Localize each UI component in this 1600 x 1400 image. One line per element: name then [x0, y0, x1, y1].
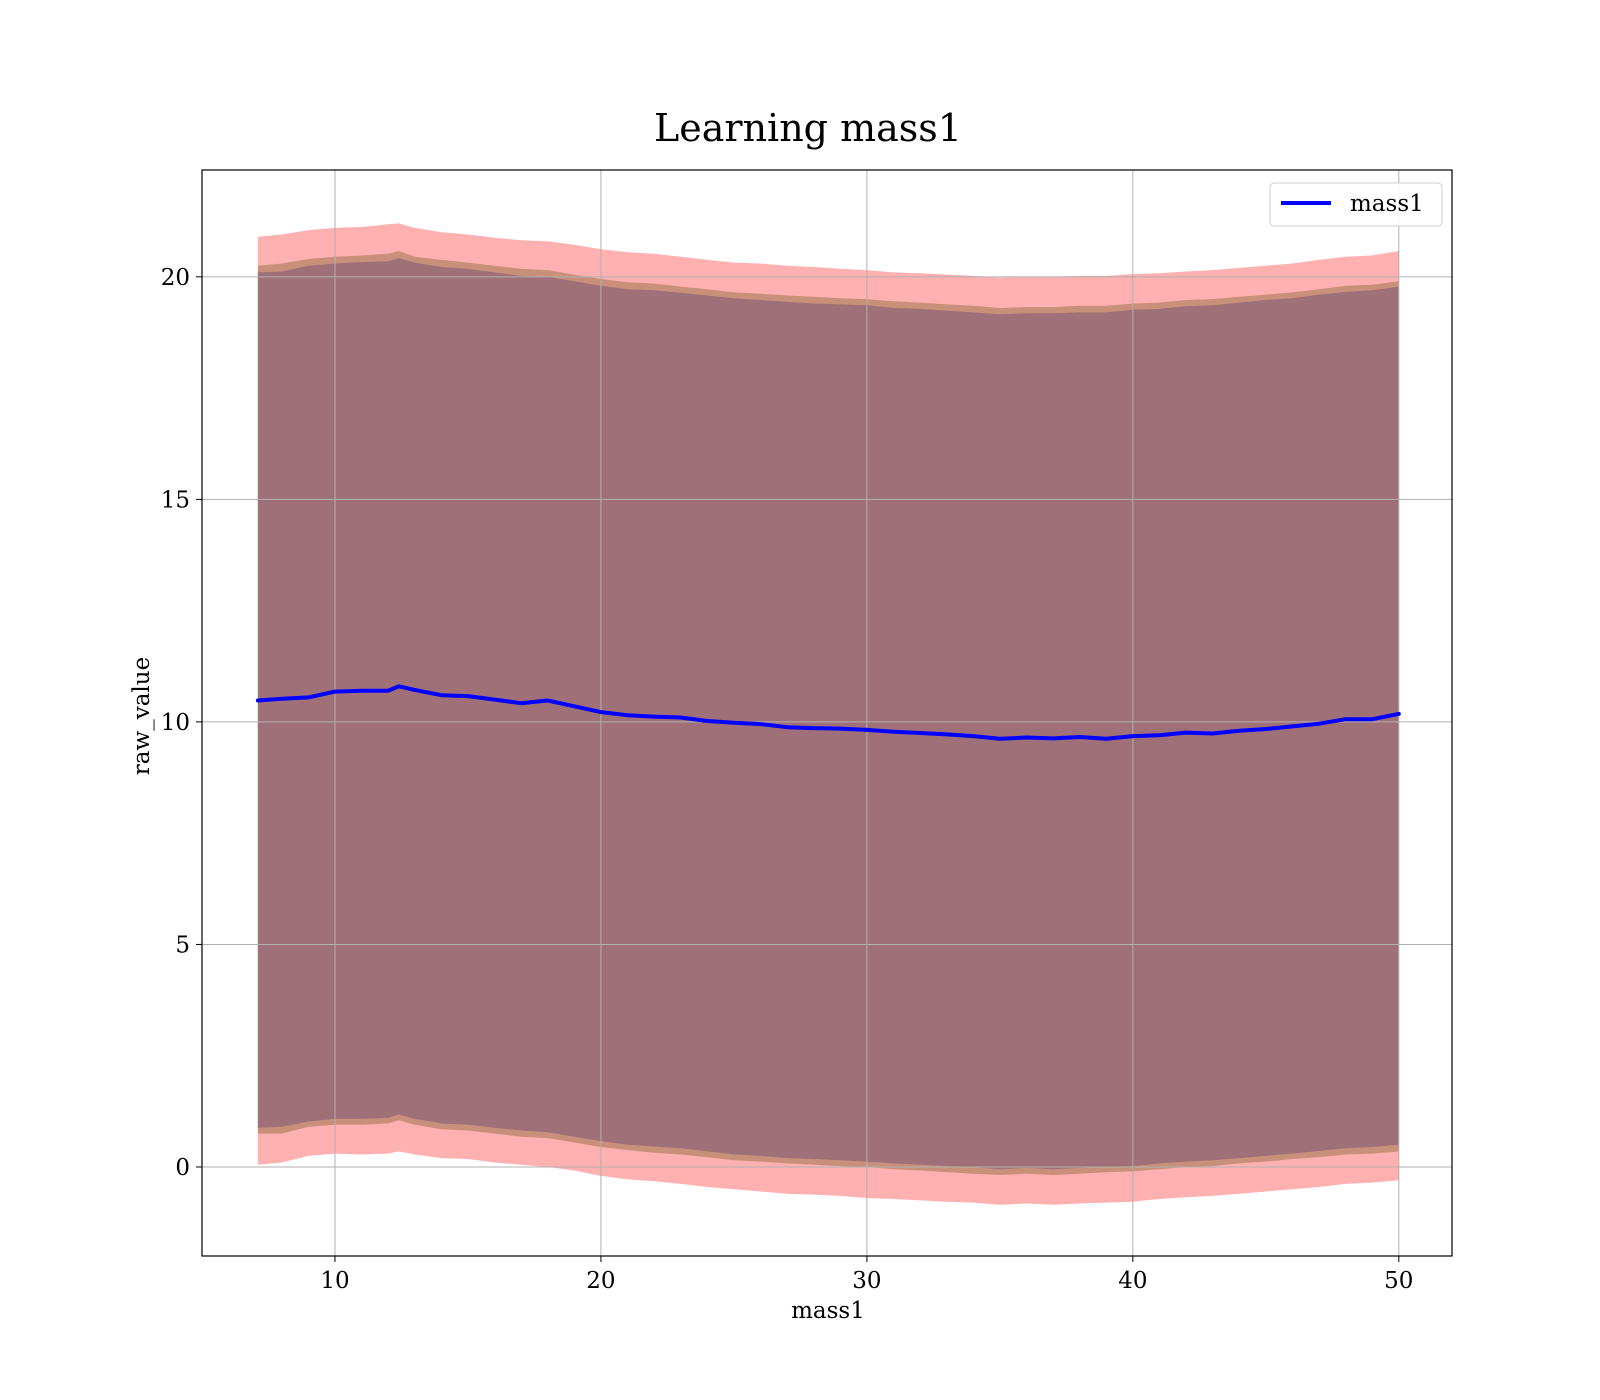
x-ticks: 10 20 30 40 50: [320, 1256, 1413, 1294]
x-tick-label: 10: [320, 1268, 349, 1294]
legend-label-mass1: mass1: [1350, 191, 1424, 217]
band-inner: [257, 258, 1399, 1170]
x-axis-label: mass1: [791, 1298, 865, 1324]
y-ticks: 0 5 10 15 20: [161, 265, 202, 1181]
chart-title: Learning mass1: [654, 106, 962, 150]
legend-box: [1269, 182, 1443, 227]
axes: [201, 169, 1453, 1257]
series-lines: [255, 684, 1401, 741]
y-tick-label: 20: [161, 265, 190, 291]
x-tick-label: 40: [1118, 1268, 1147, 1294]
y-tick-label: 10: [161, 710, 190, 736]
axes-frame: [201, 169, 1453, 1257]
legend: mass1: [1269, 182, 1443, 227]
grid: [202, 170, 1452, 1256]
y-axis-label: raw_value: [129, 657, 155, 775]
y-tick-label: 5: [175, 932, 190, 958]
confidence-bands: [257, 223, 1399, 1205]
y-tick-label: 15: [161, 487, 190, 513]
series-line-mass1: [255, 684, 1401, 741]
x-tick-label: 20: [586, 1268, 615, 1294]
x-tick-label: 30: [852, 1268, 881, 1294]
y-tick-label: 0: [175, 1155, 190, 1181]
x-tick-label: 50: [1384, 1268, 1413, 1294]
